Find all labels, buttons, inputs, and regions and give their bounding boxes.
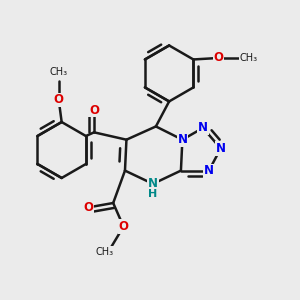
Text: N: N (198, 122, 208, 134)
Text: CH₃: CH₃ (50, 67, 68, 77)
Text: CH₃: CH₃ (95, 247, 113, 256)
Text: H: H (148, 189, 158, 199)
Text: O: O (54, 93, 64, 106)
Text: O: O (89, 104, 99, 117)
Text: N: N (216, 142, 226, 155)
Text: CH₃: CH₃ (239, 53, 257, 63)
Text: N: N (148, 177, 158, 190)
Text: N: N (177, 133, 188, 146)
Text: O: O (118, 220, 128, 233)
Text: O: O (83, 201, 93, 214)
Text: O: O (213, 52, 224, 64)
Text: N: N (204, 164, 214, 177)
